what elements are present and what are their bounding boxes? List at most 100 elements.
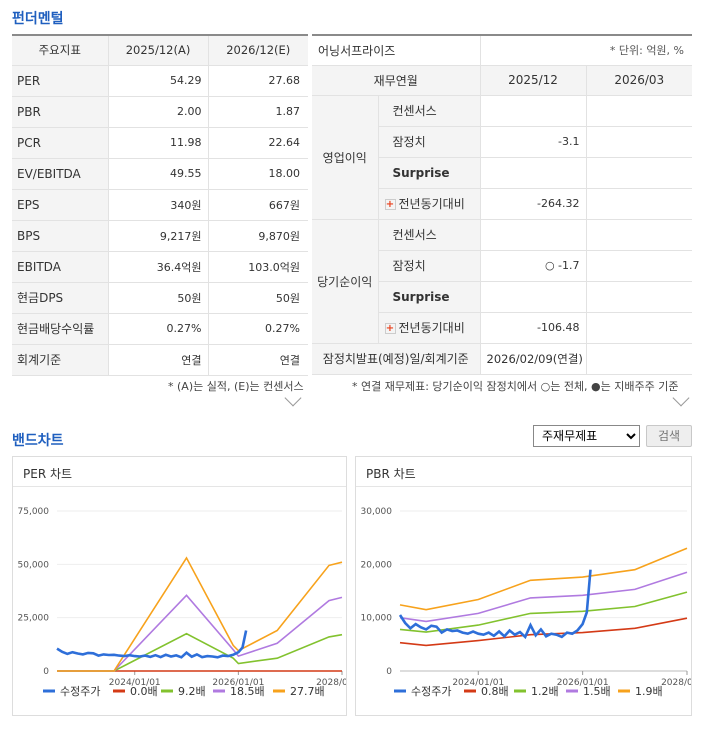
x-tick-label: 2024/01/01 xyxy=(452,678,504,688)
earnings-row-label: + 전년동기대비 xyxy=(378,312,481,344)
metrics-row: EPS 340원 667원 xyxy=(12,189,308,221)
earnings-value-2026 xyxy=(586,312,692,344)
earnings-value-2026 xyxy=(586,126,692,158)
earnings-row: 잠정치 -3.1 xyxy=(312,126,692,158)
metric-value-2026: 연결 xyxy=(208,344,308,376)
metrics-row: PCR 11.98 22.64 xyxy=(12,127,308,159)
per-chart-title: PER 차트 xyxy=(13,457,346,487)
expand-plus-icon[interactable]: + xyxy=(384,199,396,210)
earnings-header-period: 재무연월 xyxy=(312,65,481,96)
metric-value-2025: 50원 xyxy=(108,282,209,314)
y-tick-label: 0 xyxy=(43,667,49,677)
earnings-unit: * 단위: 억원, % xyxy=(480,34,692,66)
earnings-row: + 전년동기대비 -264.32 xyxy=(312,188,692,220)
metrics-header-2025: 2025/12(A) xyxy=(108,34,209,66)
metric-label: EV/EBITDA xyxy=(12,158,109,190)
metrics-header-2026: 2026/12(E) xyxy=(208,34,308,66)
earnings-row: 영업이익 컨센서스 xyxy=(312,95,692,220)
metrics-row: EBITDA 36.4억원 103.0억원 xyxy=(12,251,308,283)
earnings-row-label: 잠정치 xyxy=(378,126,481,158)
y-tick-label: 30,000 xyxy=(361,507,393,517)
earnings-value-2026 xyxy=(586,95,692,127)
metrics-row: 현금배당수익률 0.27% 0.27% xyxy=(12,313,308,345)
legend-label: 0.8배 xyxy=(481,685,509,698)
metric-value-2026: 50원 xyxy=(208,282,308,314)
legend-label: 1.9배 xyxy=(635,685,663,698)
metric-label: EBITDA xyxy=(12,251,109,283)
earnings-value-2025: ○ -1.7 xyxy=(480,250,587,282)
x-tick-label: 2028/01/01 xyxy=(316,678,346,688)
search-button[interactable]: 검색 xyxy=(646,425,692,447)
per-chart: 0 25,000 50,000 75,000 2024/01/01 2026/01/01 2… xyxy=(18,507,347,698)
metric-value-2026: 1.87 xyxy=(208,96,308,128)
per-chart-panel: PER 차트 0 25,000 50,000 75,000 2024/01/01 2026… xyxy=(12,456,347,716)
metrics-footnote: * (A)는 실적, (E)는 컨센서스 xyxy=(168,380,304,393)
x-tick-label: 2026/01/01 xyxy=(557,678,609,688)
earnings-value-2026 xyxy=(586,250,692,282)
y-tick-label: 25,000 xyxy=(18,614,50,624)
earnings-value-2025 xyxy=(480,95,587,127)
metrics-row: 회계기준 연결 연결 xyxy=(12,344,308,376)
pbr-chart-panel: PBR 차트 0 10,000 20,000 30,000 2024/01/01 2026… xyxy=(355,456,692,716)
series-line xyxy=(398,569,592,640)
earnings-value-2025: -106.48 xyxy=(480,312,587,344)
metric-value-2025: 0.27% xyxy=(108,313,209,345)
earnings-row-label: 잠정치 xyxy=(378,250,481,282)
metric-value-2026: 667원 xyxy=(208,189,308,221)
metric-value-2025: 11.98 xyxy=(108,127,209,159)
earnings-table: 어닝서프라이즈 * 단위: 억원, % 재무연월 2025/12 2026/03… xyxy=(312,34,692,375)
expand-plus-icon[interactable]: + xyxy=(384,323,396,334)
series-line xyxy=(399,617,688,647)
earnings-value-2025 xyxy=(480,281,587,313)
financial-statement-select[interactable]: 주재무제표 xyxy=(533,425,640,447)
earnings-footer-value: 2026/02/09(연결) xyxy=(480,343,587,375)
series-line xyxy=(57,594,343,672)
earnings-row: + 전년동기대비 -106.48 xyxy=(312,312,692,344)
earnings-body: 영업이익 컨센서스 잠정치 -3.1 Surprise + 전년동기대비 -264.32 당기순… xyxy=(312,95,692,375)
metric-value-2025: 9,217원 xyxy=(108,220,209,252)
earnings-value-2026 xyxy=(586,188,692,220)
metrics-row: BPS 9,217원 9,870원 xyxy=(12,220,308,252)
metric-value-2025: 49.55 xyxy=(108,158,209,190)
earnings-footer-empty xyxy=(586,343,692,375)
metric-value-2026: 0.27% xyxy=(208,313,308,345)
earnings-value-2025: -264.32 xyxy=(480,188,587,220)
pbr-chart-title: PBR 차트 xyxy=(356,457,691,487)
earnings-value-2025 xyxy=(480,219,587,251)
y-tick-label: 10,000 xyxy=(361,614,393,624)
y-tick-label: 20,000 xyxy=(361,560,393,570)
legend-label: 1.5배 xyxy=(583,685,611,698)
metric-value-2025: 54.29 xyxy=(108,65,209,97)
series-line xyxy=(399,547,688,611)
earnings-row: Surprise xyxy=(312,281,692,313)
metrics-body: PER 54.29 27.68 PBR 2.00 1.87 PCR 11.98 22.64 EV/… xyxy=(12,65,308,376)
y-tick-label: 75,000 xyxy=(18,507,50,517)
metric-value-2026: 27.68 xyxy=(208,65,308,97)
metric-label: PER xyxy=(12,65,109,97)
earnings-row-label: + 전년동기대비 xyxy=(378,188,481,220)
y-tick-label: 50,000 xyxy=(18,560,50,570)
metrics-row: PBR 2.00 1.87 xyxy=(12,96,308,128)
earnings-header-2025: 2025/12 xyxy=(480,65,587,96)
series-line xyxy=(399,591,688,633)
earnings-group-label: 영업이익 xyxy=(312,95,379,220)
earnings-footer-label: 잠정치발표(예정)일/회계기준 xyxy=(312,343,481,375)
metrics-row: EV/EBITDA 49.55 18.00 xyxy=(12,158,308,190)
earnings-title: 어닝서프라이즈 xyxy=(312,34,481,66)
series-line xyxy=(56,630,248,659)
legend-label: 수정주가 xyxy=(60,685,100,698)
metric-value-2026: 9,870원 xyxy=(208,220,308,252)
metric-value-2025: 연결 xyxy=(108,344,209,376)
band-chart-title: 밴드차트 xyxy=(12,433,64,449)
earnings-row-label-text: 전년동기대비 xyxy=(398,197,465,211)
legend-label: 0.0배 xyxy=(130,685,158,698)
earnings-footnote: * 연결 재무제표: 당기순이익 잠정치에서 ○는 전체, ●는 지배주주 기준 xyxy=(352,380,679,393)
series-line xyxy=(57,556,343,672)
x-tick-label: 2024/01/01 xyxy=(109,678,161,688)
metric-label: EPS xyxy=(12,189,109,221)
metric-label: PCR xyxy=(12,127,109,159)
earnings-row: 잠정치 ○ -1.7 xyxy=(312,250,692,282)
x-tick-label: 2026/01/01 xyxy=(212,678,264,688)
metrics-header-label: 주요지표 xyxy=(12,34,109,66)
legend-label: 9.2배 xyxy=(178,685,206,698)
